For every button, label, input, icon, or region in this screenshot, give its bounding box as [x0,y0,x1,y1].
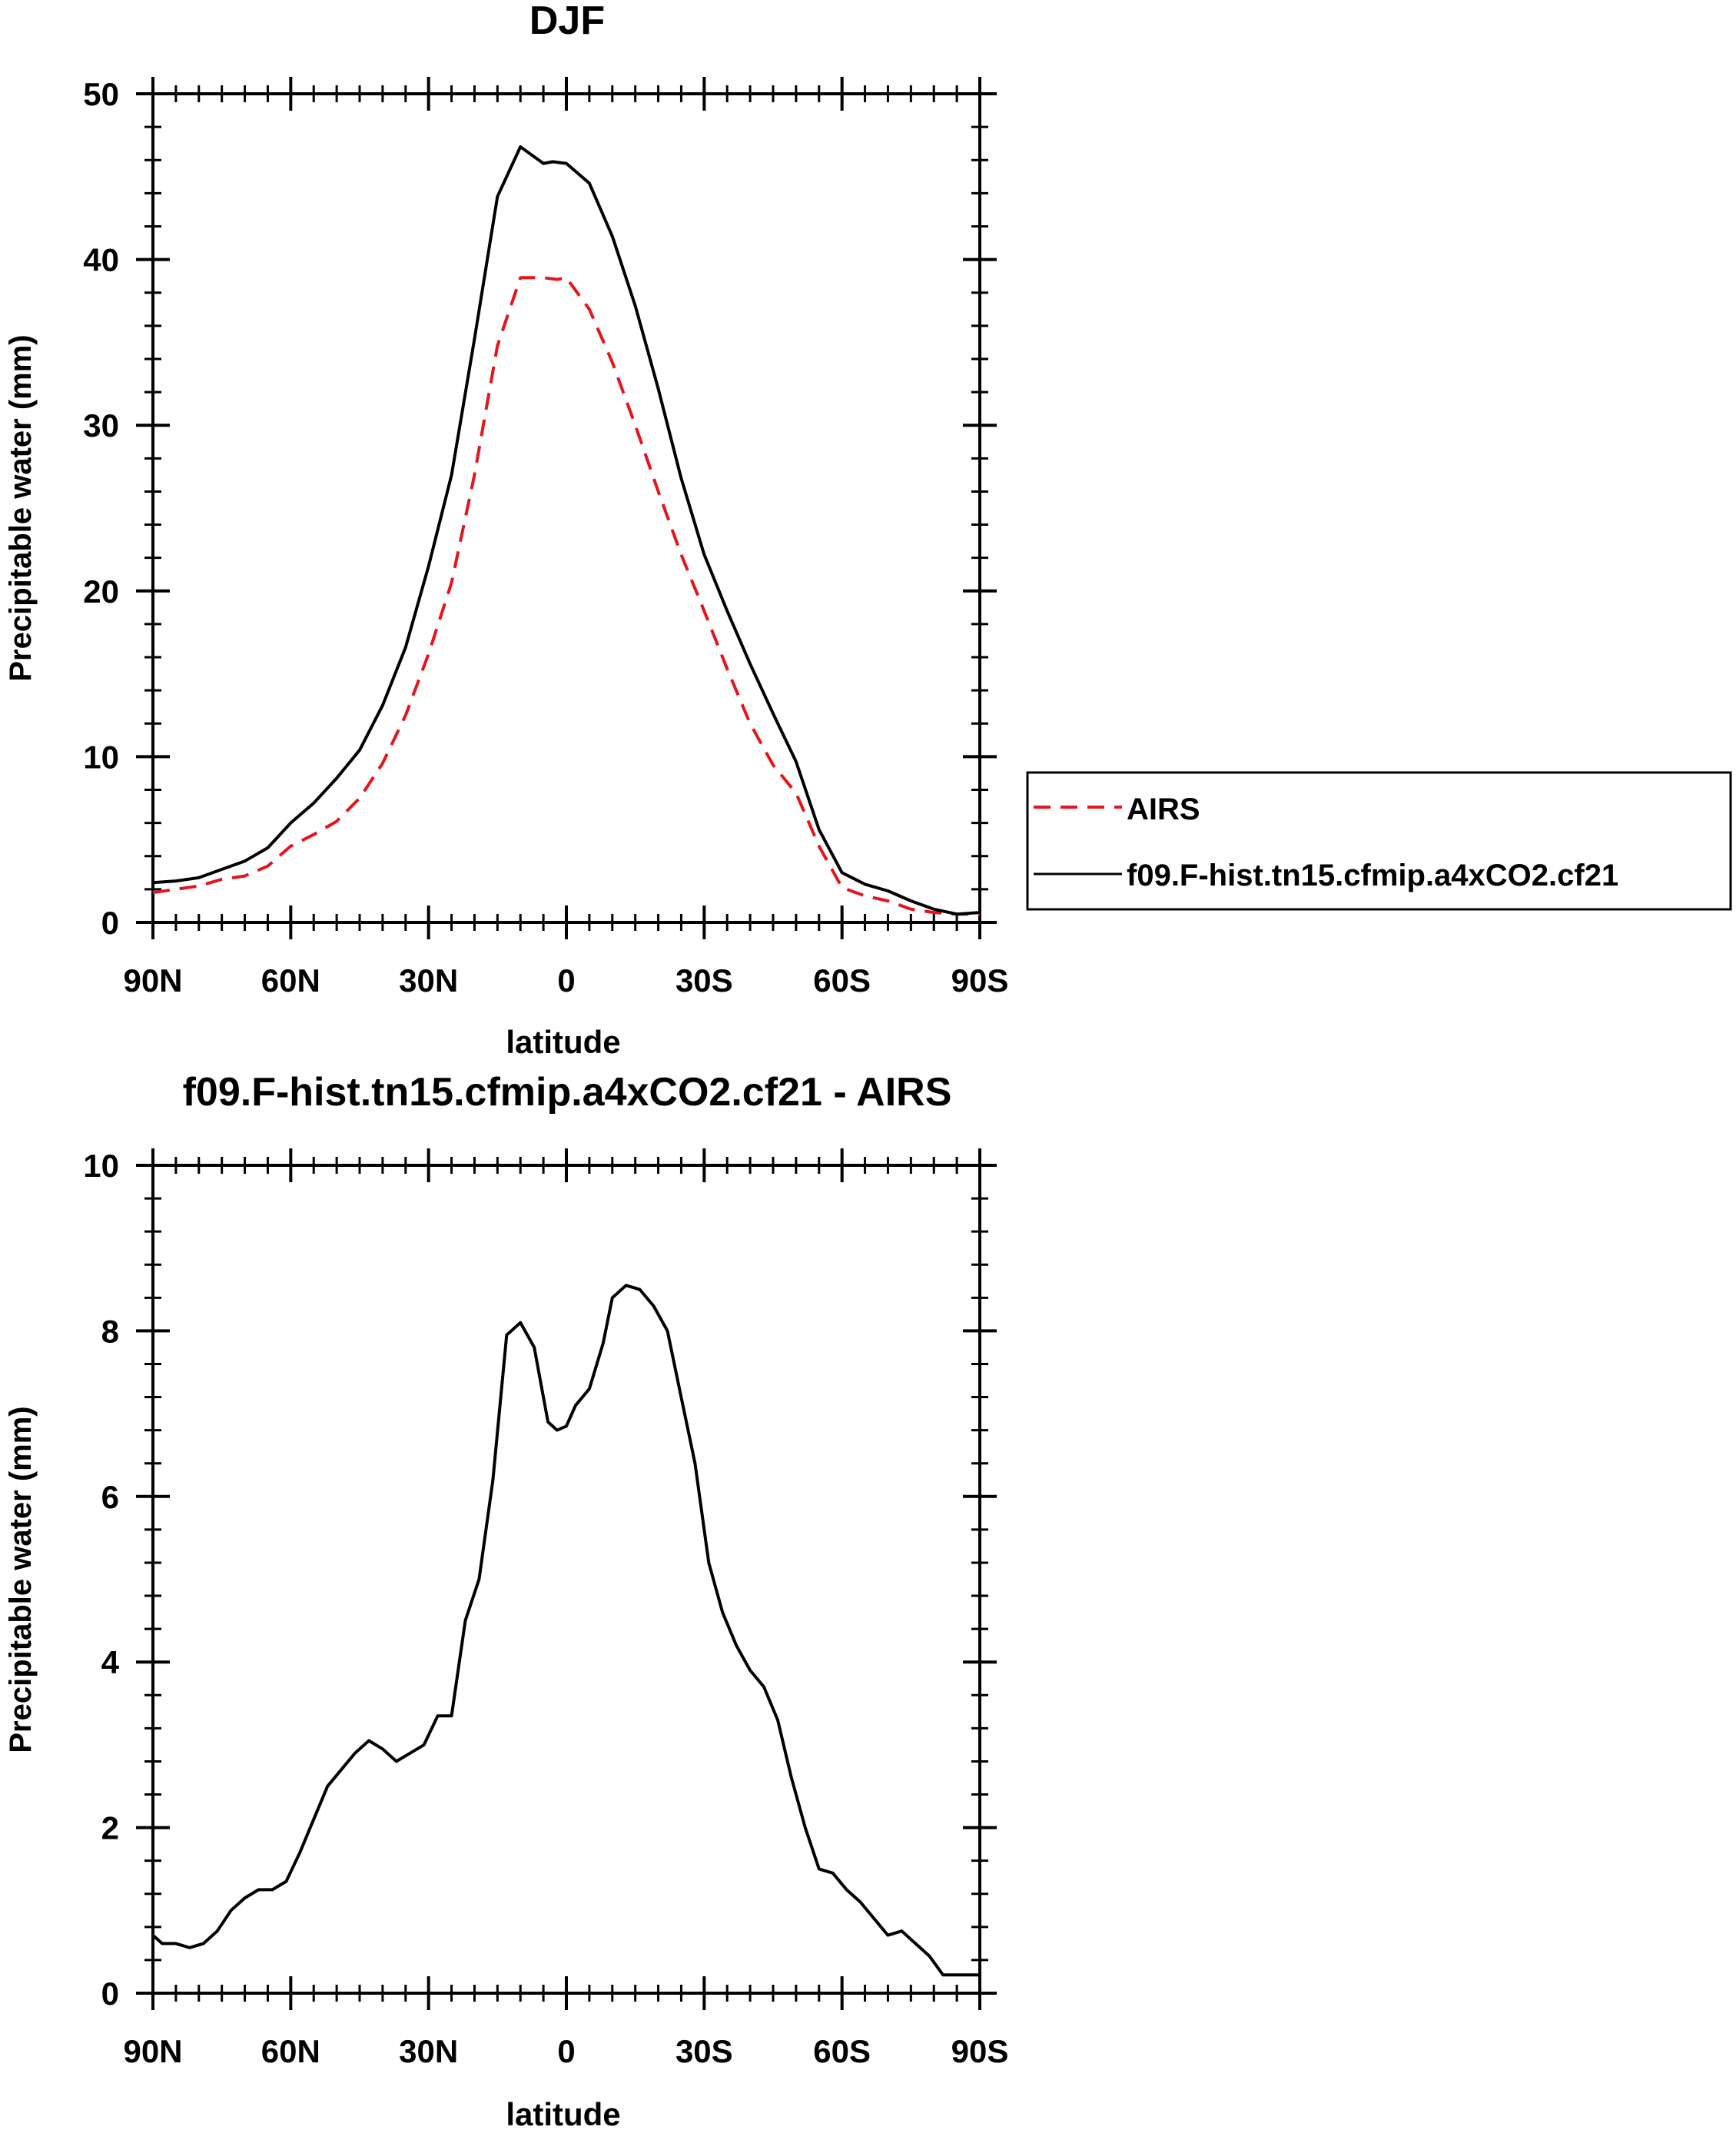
legend-model-label: f09.F-hist.tn15.cfmip.a4xCO2.cf21 [1127,859,1618,892]
bottom-xtick-label: 90S [951,2033,1009,2069]
bottom-x-ticks: 90N 60N 30N 0 30S 60S 90S [123,1148,1008,2069]
bottom-ytick-label: 2 [101,1810,119,1846]
bottom-ytick-label: 10 [83,1148,119,1184]
bottom-ytick-label: 6 [101,1479,119,1515]
bottom-y-axis-label: Precipitable water (mm) [4,1406,38,1753]
bottom-xtick-label: 60N [261,2033,320,2069]
top-ytick-label: 50 [83,76,119,112]
legend-box [1026,771,1732,911]
bottom-ytick-label: 0 [101,1975,119,2012]
top-ytick-label: 40 [83,242,119,278]
bottom-plot-frame [151,1164,981,1995]
bottom-chart: f09.F-hist.tn15.cfmip.a4xCO2.cf21 - AIRS… [4,1070,1008,2130]
bottom-chart-title: f09.F-hist.tn15.cfmip.a4xCO2.cf21 - AIRS [183,1070,952,1115]
top-ytick-label: 20 [83,573,119,610]
bottom-xtick-label: 30N [399,2033,458,2069]
top-xtick-label: 0 [557,962,575,999]
top-x-ticks: 90N 60N 30N 0 30S 60S 90S [123,77,1008,999]
top-chart: DJF 0 10 20 30 40 50 90N 60N 30N 0 30S 60S 90S lati… [4,0,1732,1060]
bottom-xtick-label: 30S [675,2033,733,2069]
top-ytick-label: 0 [101,905,119,941]
bottom-series-line-difference [151,1284,980,1977]
bottom-xtick-label: 90N [123,2033,182,2069]
top-xtick-label: 60S [813,962,871,999]
top-ytick-label: 10 [83,739,119,775]
bottom-y-ticks: 0 2 4 6 8 10 [83,1148,997,2012]
bottom-series [151,1284,980,1977]
top-series [152,145,981,916]
bottom-ytick-label: 8 [101,1313,119,1349]
top-y-ticks: 0 10 20 30 40 50 [83,76,997,941]
legend: AIRS f09.F-hist.tn15.cfmip.a4xCO2.cf21 [1026,771,1732,911]
top-series-line-model [152,145,981,916]
legend-airs-label: AIRS [1127,793,1200,826]
bottom-x-axis-label: latitude [506,2096,620,2130]
top-xtick-label: 90N [123,962,182,999]
top-x-axis-label: latitude [506,1024,620,1060]
bottom-ytick-label: 4 [101,1644,120,1680]
top-y-axis-label: Precipitable water (mm) [4,334,38,681]
top-xtick-label: 60N [261,962,320,999]
bottom-xtick-label: 0 [557,2033,575,2069]
top-ytick-label: 30 [83,407,119,444]
top-plot-frame [151,92,981,924]
bottom-xtick-label: 60S [813,2033,871,2069]
top-xtick-label: 90S [951,962,1009,999]
top-xtick-label: 30S [675,962,733,999]
top-chart-title: DJF [529,0,605,43]
top-xtick-label: 30N [399,962,458,999]
top-series-line-airs [152,276,980,916]
